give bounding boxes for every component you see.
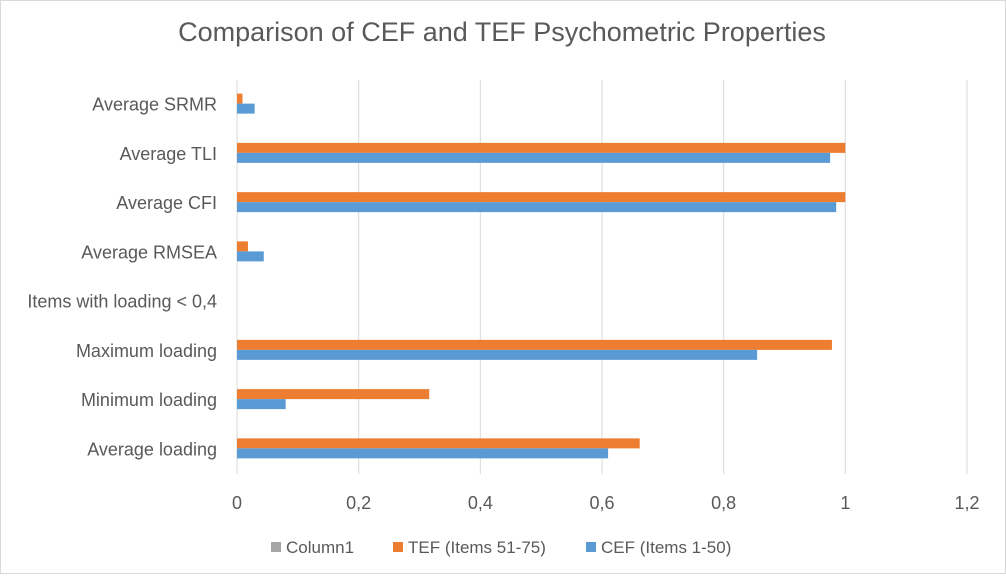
legend-label: Column1: [286, 538, 354, 557]
category-label: Average TLI: [120, 144, 217, 164]
x-tick-label: 0,4: [468, 493, 493, 513]
bar-cef: [237, 251, 264, 262]
x-tick-label: 1: [840, 493, 850, 513]
category-labels: Average loading Minimum loading Maximum lo…: [27, 95, 217, 460]
x-tick-label: 1,2: [954, 493, 979, 513]
legend-label: CEF (Items 1-50): [601, 538, 731, 557]
bar-cef: [237, 152, 831, 163]
legend-swatch: [393, 542, 403, 552]
bar-cef: [237, 103, 255, 114]
bar-cef: [237, 399, 286, 410]
category-label: Average SRMR: [92, 95, 217, 115]
bar-cef: [237, 349, 758, 360]
x-tick-label: 0,6: [589, 493, 614, 513]
gridlines: [236, 80, 968, 474]
legend-swatch: [271, 542, 281, 552]
legend-label: TEF (Items 51-75): [408, 538, 546, 557]
legend-swatch: [586, 542, 596, 552]
x-tick-label: 0,2: [346, 493, 371, 513]
category-label: Minimum loading: [81, 390, 217, 410]
bar-tef: [237, 142, 846, 153]
bar-tef: [237, 438, 640, 449]
bar-tef: [237, 339, 832, 350]
category-label: Items with loading < 0,4: [27, 292, 217, 312]
bar-cef: [237, 448, 609, 459]
x-tick-labels: 0 0,2 0,4 0,6 0,8 1 1,2: [232, 493, 980, 513]
category-label: Average loading: [87, 439, 217, 459]
bar-tef: [237, 192, 846, 203]
category-label: Maximum loading: [76, 341, 217, 361]
bar-cef: [237, 202, 837, 213]
category-label: Average CFI: [116, 193, 217, 213]
x-tick-label: 0: [232, 493, 242, 513]
bar-tef: [237, 389, 430, 400]
category-label: Average RMSEA: [81, 242, 217, 262]
x-tick-label: 0,8: [711, 493, 736, 513]
bar-tef: [237, 241, 248, 252]
legend: Column1 TEF (Items 51-75) CEF (Items 1-50): [271, 538, 731, 557]
bar-tef: [237, 93, 243, 104]
bars: [237, 93, 846, 459]
chart-title: Comparison of CEF and TEF Psychometric P…: [178, 17, 826, 47]
